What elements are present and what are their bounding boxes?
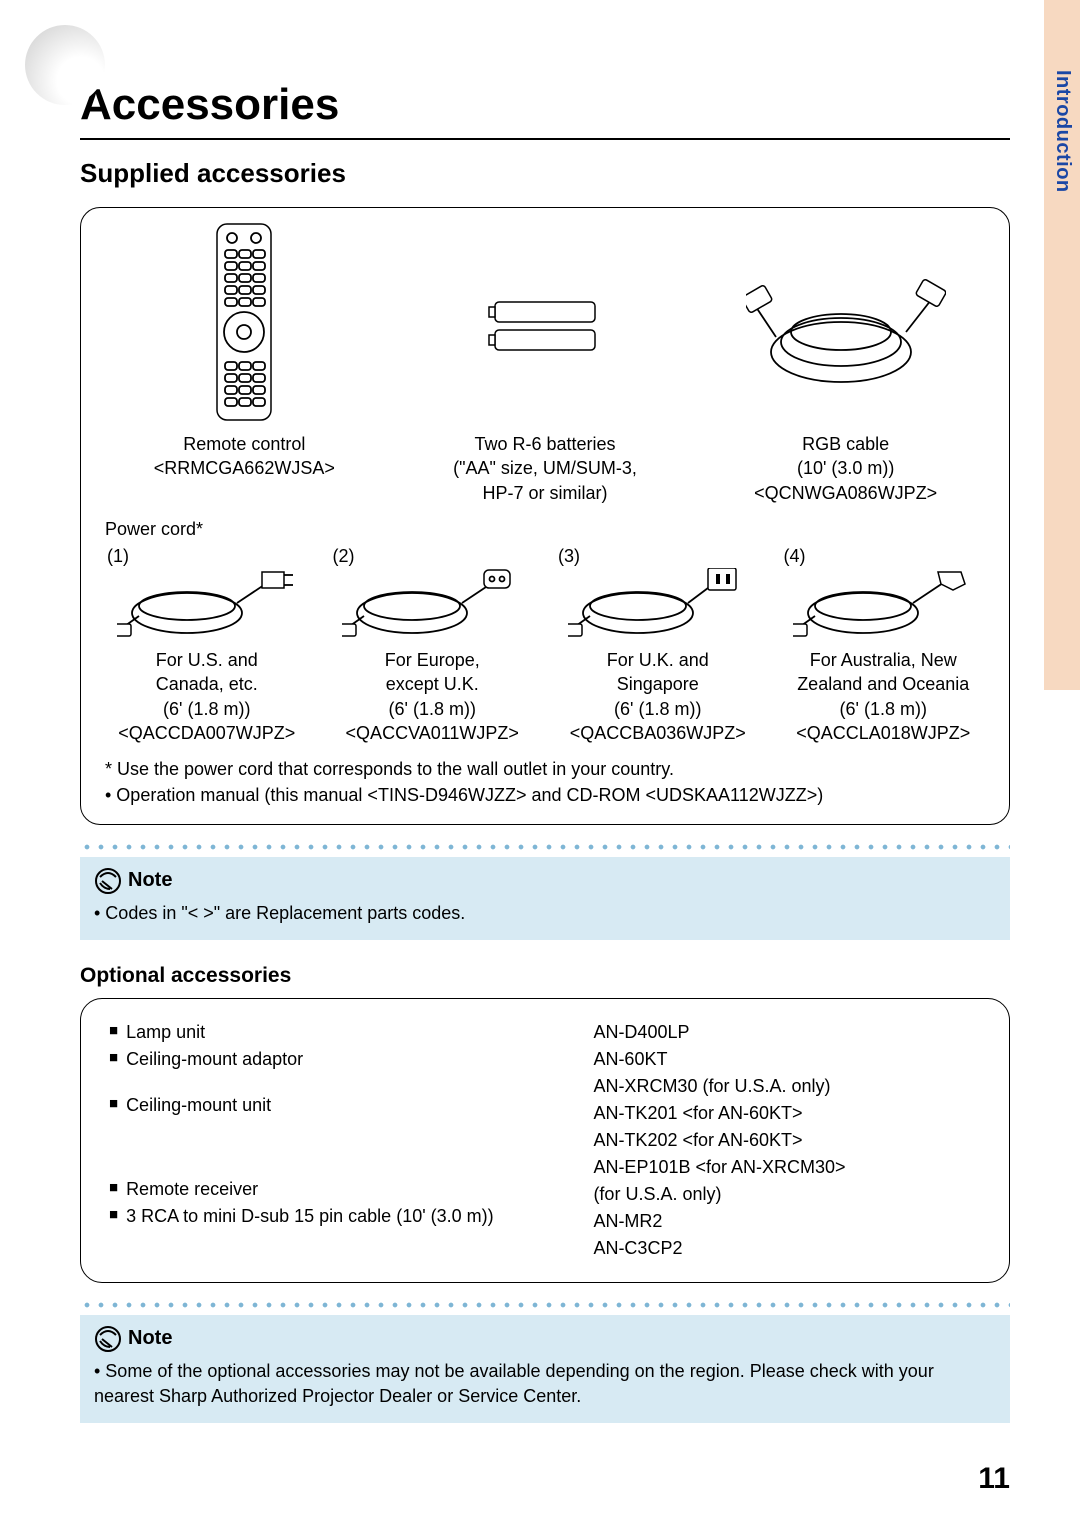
note-icon — [94, 867, 122, 895]
cord-4-l4: <QACCLA018WJPZ> — [776, 721, 992, 745]
supplied-row-top: Remote control <RRMCGA662WJSA> Two R-6 b… — [99, 222, 991, 505]
cord-1-l4: <QACCDA007WJPZ> — [99, 721, 315, 745]
batt-line3: HP-7 or similar) — [400, 481, 691, 505]
batt-line2: ("AA" size, UM/SUM-3, — [400, 456, 691, 480]
supplied-heading: Supplied accessories — [80, 158, 1010, 189]
rgb-line3: <QCNWGA086WJPZ> — [700, 481, 991, 505]
optional-heading: Optional accessories — [80, 964, 1010, 988]
note-block-1: Note • Codes in "< >" are Replacement pa… — [80, 857, 1010, 940]
opt-left-8: 3 RCA to mini D-sub 15 pin cable (10' (3… — [126, 1203, 494, 1230]
bullet-icon: ■ — [109, 1096, 118, 1111]
bullet-icon: ■ — [109, 1023, 118, 1038]
dot-rule-2 — [80, 1301, 1010, 1309]
bullet-icon: ■ — [109, 1050, 118, 1065]
note-body-2: • Some of the optional accessories may n… — [94, 1359, 996, 1409]
power-cord-icon — [117, 568, 297, 638]
batt-line1: Two R-6 batteries — [400, 432, 691, 456]
opt-right-0: AN-D400LP — [593, 1019, 981, 1046]
rgb-line2: (10' (3.0 m)) — [700, 456, 991, 480]
optional-right-col: AN-D400LP AN-60KT AN-XRCM30 (for U.S.A. … — [593, 1019, 981, 1262]
cord-4-l1: For Australia, New — [776, 648, 992, 672]
opt-right-5: AN-EP101B <for AN-XRCM30> — [593, 1154, 981, 1181]
note-label-2: Note — [128, 1327, 172, 1350]
remote-line1: Remote control — [99, 432, 390, 456]
bullet-icon: ■ — [109, 1207, 118, 1222]
cord-1-l2: Canada, etc. — [99, 672, 315, 696]
page-number: 11 — [978, 1462, 1010, 1496]
power-cord-icon — [793, 568, 973, 638]
cord-2-l2: except U.K. — [325, 672, 541, 696]
opt-right-6: (for U.S.A. only) — [593, 1181, 981, 1208]
page: Accessories Supplied accessories — [0, 0, 1080, 1487]
cord-2-l4: <QACCVA011WJPZ> — [325, 721, 541, 745]
cord-3-l2: Singapore — [550, 672, 766, 696]
cord-1: (1) For U.S. and Canada, etc. (6' (1.8 m… — [99, 544, 315, 745]
power-cord-icon — [342, 568, 522, 638]
opt-left-7: Remote receiver — [126, 1176, 258, 1203]
remote-control-icon — [199, 222, 289, 422]
cord-1-l1: For U.S. and — [99, 648, 315, 672]
power-cord-icon — [568, 568, 748, 638]
opt-left-3: Ceiling-mount unit — [126, 1092, 271, 1119]
opt-left-0: Lamp unit — [126, 1019, 205, 1046]
supplied-box: Remote control <RRMCGA662WJSA> Two R-6 b… — [80, 207, 1010, 825]
opt-right-2: AN-XRCM30 (for U.S.A. only) — [593, 1073, 981, 1100]
cord-3-num: (3) — [550, 544, 766, 568]
cord-3-l1: For U.K. and — [550, 648, 766, 672]
opt-right-7: AN-MR2 — [593, 1208, 981, 1235]
optional-box: ■ Lamp unit ■ Ceiling-mount adaptor ■ ■ Cei… — [80, 998, 1010, 1283]
cord-3-l3: (6' (1.8 m)) — [550, 697, 766, 721]
cord-row: (1) For U.S. and Canada, etc. (6' (1.8 m… — [99, 544, 991, 745]
cord-4: (4) For Australia, New Zealand and Ocean… — [776, 544, 992, 745]
note-label-1: Note — [128, 869, 172, 892]
rgb-line1: RGB cable — [700, 432, 991, 456]
cord-4-num: (4) — [776, 544, 992, 568]
cord-4-l3: (6' (1.8 m)) — [776, 697, 992, 721]
cord-1-num: (1) — [99, 544, 315, 568]
foot1: * Use the power cord that corresponds to… — [105, 757, 985, 782]
supplied-footnotes: * Use the power cord that corresponds to… — [99, 757, 991, 807]
optional-left-col: ■ Lamp unit ■ Ceiling-mount adaptor ■ ■ Cei… — [109, 1019, 593, 1262]
opt-left-1: Ceiling-mount adaptor — [126, 1046, 303, 1073]
foot2: • Operation manual (this manual <TINS-D9… — [105, 783, 985, 808]
corner-ornament — [25, 25, 105, 105]
note-block-2: Note • Some of the optional accessories … — [80, 1315, 1010, 1423]
opt-right-4: AN-TK202 <for AN-60KT> — [593, 1127, 981, 1154]
cord-1-l3: (6' (1.8 m)) — [99, 697, 315, 721]
opt-right-8: AN-C3CP2 — [593, 1235, 981, 1262]
cord-3-l4: <QACCBA036WJPZ> — [550, 721, 766, 745]
remote-line2: <RRMCGA662WJSA> — [99, 456, 390, 480]
cord-2-num: (2) — [325, 544, 541, 568]
cord-2-l3: (6' (1.8 m)) — [325, 697, 541, 721]
opt-right-3: AN-TK201 <for AN-60KT> — [593, 1100, 981, 1127]
opt-right-1: AN-60KT — [593, 1046, 981, 1073]
power-cord-label: Power cord* — [105, 519, 991, 540]
note-head-2: Note — [94, 1325, 996, 1353]
cord-2: (2) For Europe, except U.K. (6' (1.8 m))… — [325, 544, 541, 745]
note-icon — [94, 1325, 122, 1353]
note-body-1: • Codes in "< >" are Replacement parts c… — [94, 901, 996, 926]
page-title: Accessories — [80, 80, 1010, 130]
rgb-cell: RGB cable (10' (3.0 m)) <QCNWGA086WJPZ> — [700, 222, 991, 505]
note-head-1: Note — [94, 867, 996, 895]
title-rule — [80, 138, 1010, 140]
bullet-icon: ■ — [109, 1180, 118, 1195]
dot-rule-1 — [80, 843, 1010, 851]
cord-2-l1: For Europe, — [325, 648, 541, 672]
cord-3: (3) For U.K. and Singapore (6' (1.8 m)) … — [550, 544, 766, 745]
batteries-cell: Two R-6 batteries ("AA" size, UM/SUM-3, … — [400, 222, 691, 505]
batteries-icon — [465, 222, 625, 422]
rgb-cable-icon — [746, 222, 946, 422]
cord-4-l2: Zealand and Oceania — [776, 672, 992, 696]
remote-cell: Remote control <RRMCGA662WJSA> — [99, 222, 390, 505]
